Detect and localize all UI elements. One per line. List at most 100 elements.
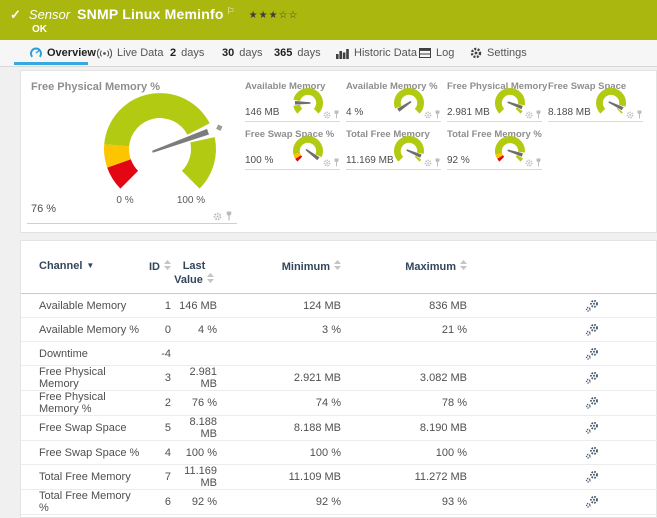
tab-2-days[interactable]: 2 days [170, 40, 204, 66]
mini-gauge-tile[interactable]: Total Free Memory 11.169 MB [346, 129, 441, 170]
priority-stars[interactable]: ★★★☆☆ [249, 10, 299, 21]
sort-desc-icon: ▼ [86, 261, 95, 270]
mini-gauge-tile[interactable]: Available Memory 146 MB [245, 81, 340, 122]
pin-icon[interactable] [535, 110, 542, 119]
primary-channel-gauge-tile[interactable]: Free Physical Memory % 0 % 100 % 76 % [27, 77, 237, 224]
column-header-channel[interactable]: Channel ▼ [21, 258, 143, 294]
mini-gauge-title: Total Free Memory [346, 129, 430, 140]
cell-channel: Total Free Memory [21, 464, 143, 490]
tab-settings[interactable]: Settings [470, 40, 527, 66]
primary-gauge [103, 93, 223, 189]
gauge-min-label: 0 % [116, 195, 134, 206]
favorite-flag-icon[interactable]: ⚐ [226, 6, 235, 16]
tab-historic-data[interactable]: Historic Data [336, 40, 417, 66]
mini-gauge-tile[interactable]: Available Memory % 4 % [346, 81, 441, 122]
channel-table: Channel ▼ ID Last Value Minimum Maximum Av… [21, 258, 657, 515]
mini-gauge-title: Available Memory [245, 81, 326, 92]
pin-icon[interactable] [434, 158, 441, 167]
cell-channel: Available Memory [21, 293, 143, 318]
channel-table-row: Free Physical Memory 3 2.981 MB 2.921 MB… [21, 365, 657, 391]
cell-last-value: 4 % [171, 317, 217, 342]
sensor-status-badge: OK [32, 24, 47, 35]
tab-30-days[interactable]: 30 days [222, 40, 263, 66]
tab-log-label: Log [436, 47, 455, 59]
mini-gauge-tile[interactable]: Free Swap Space 8.188 MB [548, 81, 643, 122]
channel-settings-icon[interactable] [585, 421, 599, 437]
channel-table-row: Available Memory 1 146 MB 124 MB 836 MB [21, 293, 657, 318]
mini-gauge-tile[interactable]: Total Free Memory % 92 % [447, 129, 542, 170]
stars-empty[interactable]: ☆☆ [278, 10, 299, 21]
pin-icon[interactable] [333, 110, 340, 119]
column-header-last-value[interactable]: Last Value [171, 258, 217, 294]
pin-icon[interactable] [225, 211, 233, 221]
mini-gauge-tile[interactable]: Free Physical Memory 2.981 MB [447, 81, 547, 122]
channel-settings-icon[interactable] [585, 371, 599, 387]
cell-id: 6 [143, 489, 171, 515]
tab-live-data-label: Live Data [117, 47, 164, 59]
gear-icon[interactable] [424, 159, 432, 167]
channel-settings-icon[interactable] [585, 396, 599, 412]
column-header-id[interactable]: ID [143, 258, 171, 294]
object-kind-label: Sensor [28, 7, 71, 22]
channel-settings-icon[interactable] [585, 470, 599, 486]
sort-icon [206, 273, 214, 283]
cell-last-value: 76 % [171, 390, 217, 416]
sensor-title: SNMP Linux Meminfo [77, 6, 224, 22]
channel-table-row: Total Free Memory 7 11.169 MB 11.109 MB … [21, 464, 657, 490]
cell-maximum [341, 341, 467, 366]
pin-icon[interactable] [636, 110, 643, 119]
tab-365-days[interactable]: 365 days [274, 40, 321, 66]
cell-channel: Available Memory % [21, 317, 143, 342]
cell-channel: Downtime [21, 341, 143, 366]
mini-gauge-title: Free Swap Space [548, 81, 627, 92]
channel-settings-icon[interactable] [585, 495, 599, 511]
channel-settings-icon[interactable] [585, 347, 599, 363]
tab-365-days-number: 365 [274, 47, 293, 59]
pin-icon[interactable] [434, 110, 441, 119]
channel-settings-icon[interactable] [585, 446, 599, 462]
channel-table-row: Free Swap Space 5 8.188 MB 8.188 MB 8.19… [21, 415, 657, 441]
cell-id: 1 [143, 293, 171, 318]
gauge-icon [30, 47, 42, 58]
cell-maximum: 21 % [341, 317, 467, 342]
tab-live-data[interactable]: Live Data [97, 40, 163, 66]
pin-icon[interactable] [333, 158, 340, 167]
tab-overview[interactable]: Overview [30, 40, 96, 66]
gear-icon[interactable] [525, 111, 533, 119]
gear-icon[interactable] [424, 111, 432, 119]
mini-gauge-title: Total Free Memory % [447, 129, 542, 140]
tab-log[interactable]: Log [419, 40, 454, 66]
cell-last-value: 11.169 MB [171, 464, 217, 490]
gear-icon[interactable] [525, 159, 533, 167]
cell-maximum: 100 % [341, 440, 467, 465]
broadcast-icon [97, 47, 112, 59]
mini-gauge [292, 136, 323, 162]
tab-2-days-label: days [181, 47, 205, 59]
column-header-minimum[interactable]: Minimum [217, 258, 341, 294]
gauge-max-label: 100 % [176, 195, 206, 206]
cell-id: 2 [143, 390, 171, 416]
channel-table-row: Total Free Memory % 6 92 % 92 % 93 % [21, 489, 657, 515]
channel-settings-icon[interactable] [585, 323, 599, 339]
column-header-maximum[interactable]: Maximum [341, 258, 467, 294]
mini-gauge-value: 92 % [447, 155, 470, 166]
gear-icon[interactable] [213, 212, 222, 221]
cell-channel: Free Physical Memory [21, 365, 143, 391]
cell-minimum: 8.188 MB [217, 415, 341, 441]
mini-gauge-value: 8.188 MB [548, 107, 591, 118]
log-table-icon [419, 48, 431, 58]
cell-last-value: 8.188 MB [171, 415, 217, 441]
cell-id: -4 [143, 341, 171, 366]
sensor-titlebar: ✓ Sensor SNMP Linux Meminfo ⚐ ★★★☆☆ OK [0, 0, 657, 40]
mini-gauge-value: 4 % [346, 107, 364, 118]
cell-maximum: 3.082 MB [341, 365, 467, 391]
gear-icon[interactable] [323, 159, 331, 167]
pin-icon[interactable] [535, 158, 542, 167]
stars-filled[interactable]: ★★★ [248, 10, 279, 21]
cell-minimum: 2.921 MB [217, 365, 341, 391]
gear-icon[interactable] [323, 111, 331, 119]
mini-gauge-tile[interactable]: Free Swap Space % 100 % [245, 129, 340, 170]
mini-gauge-value: 11.169 MB [346, 155, 394, 166]
channel-settings-icon[interactable] [585, 299, 599, 315]
gear-icon[interactable] [626, 111, 634, 119]
